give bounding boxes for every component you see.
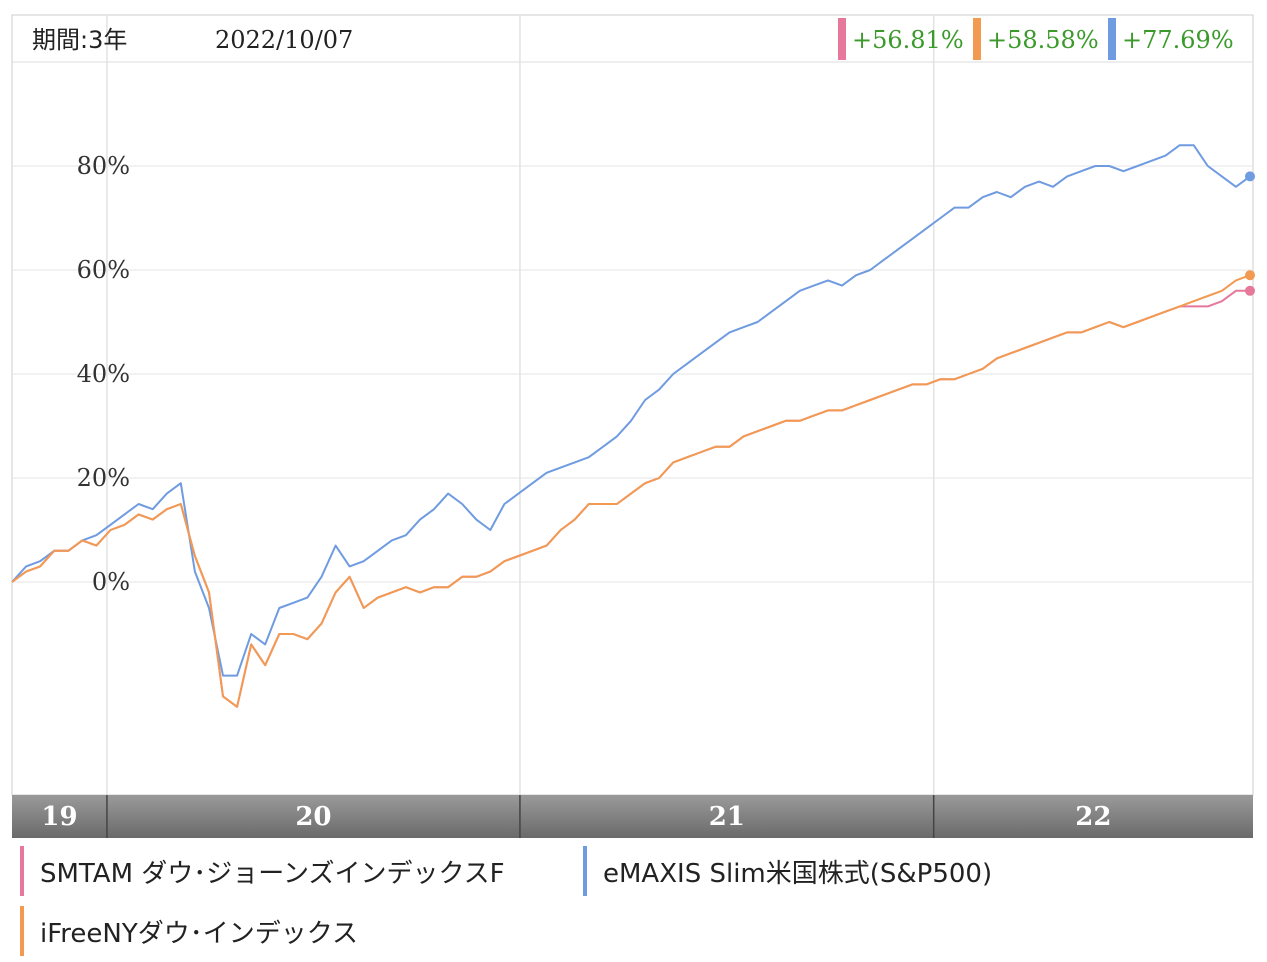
legend-item-emaxis[interactable]: eMAXIS Slim米国株式(S&P500) [583,845,992,897]
series-line-1 [11,144,1251,677]
y-tick-label: 80% [77,152,130,180]
chart-area: 80% 60% 40% 20% 0% 期間:3年 2022/10/07 +56.81% +58.… [11,14,1255,838]
x-tick-label: 22 [1075,802,1111,832]
y-tick-label: 60% [77,256,130,284]
series-end-point-2 [1245,270,1255,281]
legend-item-smtam[interactable]: SMTAM ダウ･ジョーンズインデックスF [20,845,505,897]
return-color-bar [1108,18,1116,60]
legend-item-ifree[interactable]: iFreeNYダウ･インデックス [20,905,358,957]
y-tick-label: 40% [77,360,130,388]
legend-color-ifree [20,906,24,956]
y-tick-label: 0% [92,568,130,596]
y-tick-label: 20% [77,464,130,492]
line-chart: 80% 60% 40% 20% 0% 期間:3年 2022/10/07 +56.81% +58.… [11,14,1255,838]
legend-label-emaxis: eMAXIS Slim米国株式(S&P500) [603,858,993,889]
series-line-2 [11,274,1251,708]
legend-label-ifree: iFreeNYダウ･インデックス [40,918,358,949]
plot-frame [11,14,1254,796]
period-label: 期間:3年 [32,26,127,54]
x-tick-label: 19 [41,802,77,832]
return-value: +58.58% [987,26,1099,54]
return-color-bar [838,18,846,60]
legend-color-emaxis [583,846,587,896]
return-value: +56.81% [852,26,964,54]
legend: SMTAM ダウ･ジョーンズインデックスF eMAXIS Slim米国株式(S&… [20,845,1260,960]
date-label: 2022/10/07 [215,26,353,54]
return-color-bar [973,18,981,60]
return-value: +77.69% [1122,26,1234,54]
x-tick-label: 20 [295,802,331,832]
series-end-point-0 [1245,285,1255,296]
series-end-point-1 [1245,171,1255,182]
x-axis-band [12,795,1253,838]
legend-color-smtam [20,846,24,896]
x-tick-label: 21 [709,802,745,832]
legend-label-smtam: SMTAM ダウ･ジョーンズインデックスF [40,858,505,889]
